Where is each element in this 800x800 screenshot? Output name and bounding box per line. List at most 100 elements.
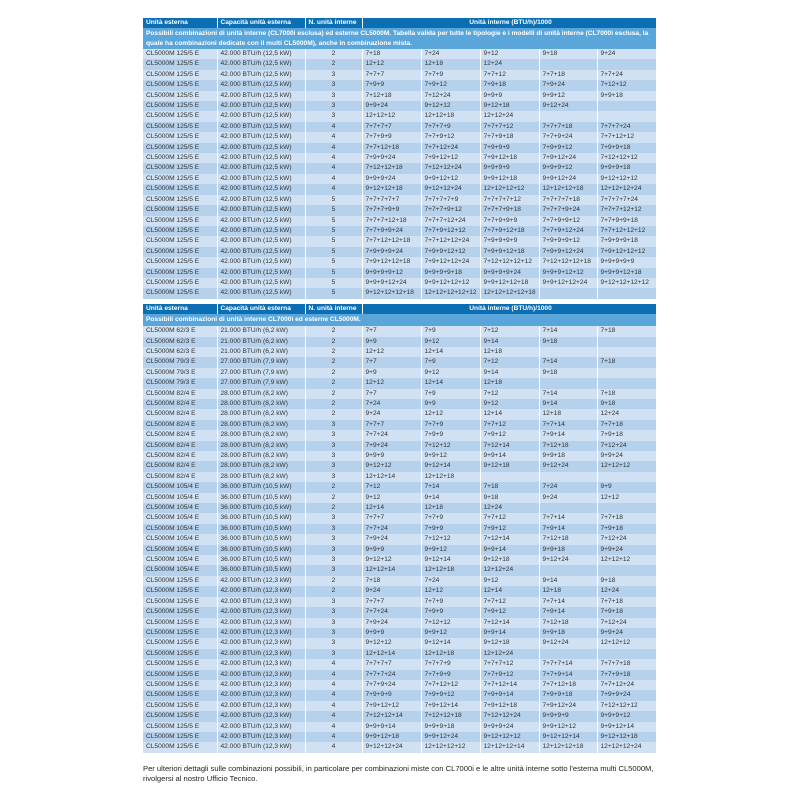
table-row: CL5000M 62/3 E 21.000 BTU/h (6,2 kW) 2 12+1… — [143, 346, 657, 358]
combination-cell: 7+7+9+12+24 — [539, 225, 598, 237]
combination-cell: 12+12 — [421, 586, 481, 597]
combination-cell: 7+7+12 — [480, 69, 540, 81]
combination-cell: 7+9 — [421, 388, 481, 399]
combination-cell: 12+12 — [362, 59, 422, 70]
combination-cell: 7+7+12+12+12 — [597, 225, 657, 237]
indoor-count-cell: 2 — [305, 575, 363, 587]
outdoor-unit-cell: CL5000M 62/3 E — [143, 326, 218, 337]
combination-cell: 7+9+9+9+24 — [362, 246, 422, 258]
combination-cell: 7+9+12+24 — [539, 153, 598, 164]
combination-cell: 12+18 — [539, 409, 598, 420]
combination-cell: 9+12+24 — [539, 101, 598, 112]
combination-cell: 9+9+9+9+18 — [421, 267, 481, 278]
combination-cell: 7+9+9 — [421, 523, 481, 535]
combination-cell: 7+9+9+9+9 — [480, 236, 540, 247]
outdoor-unit-cell: CL5000M 82/4 E — [143, 461, 218, 472]
combination-cell: 12+14 — [421, 346, 481, 358]
outdoor-unit-cell: CL5000M 62/3 E — [143, 336, 218, 347]
indoor-count-cell: 4 — [305, 731, 363, 743]
combination-cell: 9+18 — [597, 575, 657, 587]
combination-cell — [597, 59, 657, 70]
capacity-cell: 42.000 BTU/h (12,3 kW) — [217, 690, 306, 701]
outdoor-unit-cell: CL5000M 105/4 E — [143, 523, 218, 535]
combination-cell: 7+9+9+14 — [480, 690, 540, 701]
combination-cell: 7+7+7 — [362, 69, 422, 81]
combination-cell: 9+9+9+24 — [362, 173, 422, 185]
capacity-cell: 27.000 BTU/h (7,9 kW) — [217, 357, 306, 368]
combination-cell: 9+9+12+14 — [597, 721, 657, 732]
indoor-count-cell: 2 — [305, 367, 363, 379]
table-row: CL5000M 125/5 E 42.000 BTU/h (12,3 kW) 2 9+… — [143, 586, 657, 597]
combination-cell: 7+9+9 — [421, 607, 481, 618]
combination-cell: 7+12+12+24 — [421, 163, 481, 174]
combination-cell: 7+24 — [539, 482, 598, 493]
indoor-count-cell: 5 — [305, 257, 363, 268]
combination-cell: 9+12+12 — [362, 461, 422, 472]
table-row: CL5000M 125/5 E 42.000 BTU/h (12,3 kW) 3 7+… — [143, 596, 657, 608]
outdoor-unit-cell: CL5000M 125/5 E — [143, 205, 218, 216]
capacity-cell: 42.000 BTU/h (12,3 kW) — [217, 679, 306, 691]
combination-cell: 12+12+12 — [362, 111, 422, 122]
combination-cell: 7+9+12+12+18 — [362, 257, 422, 268]
combination-cell: 7+14 — [539, 388, 598, 399]
combination-cell — [597, 346, 657, 358]
combination-cell: 7+7+9+9+12 — [539, 215, 598, 226]
combination-cell: 9+14 — [421, 492, 481, 504]
table-row: CL5000M 125/5 E 42.000 BTU/h (12,3 kW) 4 7+… — [143, 690, 657, 701]
indoor-count-cell: 3 — [305, 430, 363, 441]
combination-cell: 9+9+14 — [480, 627, 540, 639]
table-row: CL5000M 125/5 E 42.000 BTU/h (12,5 kW) 5 7+… — [143, 257, 657, 268]
table-row: CL5000M 105/4 E 36.000 BTU/h (10,5 kW) 3 7+… — [143, 523, 657, 535]
outdoor-unit-cell: CL5000M 82/4 E — [143, 409, 218, 420]
indoor-count-cell: 2 — [305, 378, 363, 389]
combination-cell: 7+7+9+14 — [539, 669, 598, 680]
indoor-count-cell: 2 — [305, 398, 363, 410]
combination-cell: 7+7+9+18 — [480, 132, 540, 143]
table-row: CL5000M 125/5 E 42.000 BTU/h (12,5 kW) 3 7+… — [143, 69, 657, 81]
combination-cell: 7+7 — [362, 357, 422, 368]
combination-cell: 7+9+9+12+12 — [421, 246, 481, 258]
combination-cell: 12+14 — [480, 586, 540, 597]
indoor-count-cell: 5 — [305, 246, 363, 258]
outdoor-unit-cell: CL5000M 82/4 E — [143, 471, 218, 483]
combination-cell: 7+9+9 — [362, 80, 422, 91]
capacity-cell: 28.000 BTU/h (8,2 kW) — [217, 451, 306, 462]
indoor-count-cell: 2 — [305, 49, 363, 60]
table-row: CL5000M 82/4 E 28.000 BTU/h (8,2 kW) 3 7+7+… — [143, 419, 657, 431]
section-gap — [143, 298, 657, 304]
combination-cell: 7+7+12+14 — [480, 679, 540, 691]
combination-cell: 12+12+12+18 — [539, 742, 598, 753]
table-row: CL5000M 79/3 E 27.000 BTU/h (7,9 kW) 2 9+9 9… — [143, 367, 657, 379]
table-row: CL5000M 125/5 E 42.000 BTU/h (12,3 kW) 4 7+… — [143, 679, 657, 691]
combination-cell: 7+7+18 — [597, 596, 657, 608]
capacity-cell: 42.000 BTU/h (12,3 kW) — [217, 700, 306, 712]
combination-cell: 12+24 — [480, 59, 540, 70]
table-row: CL5000M 82/4 E 28.000 BTU/h (8,2 kW) 3 9+9+… — [143, 451, 657, 462]
combination-cell: 7+18 — [597, 357, 657, 368]
table-row: CL5000M 125/5 E 42.000 BTU/h (12,3 kW) 4 9+… — [143, 742, 657, 753]
combination-cell: 7+7+9+24 — [539, 132, 598, 143]
combination-cell: 9+9 — [597, 482, 657, 493]
combination-cell: 9+12+12 — [421, 101, 481, 112]
table-row: CL5000M 125/5 E 42.000 BTU/h (12,5 kW) 3 7+… — [143, 80, 657, 91]
outdoor-unit-cell: CL5000M 125/5 E — [143, 575, 218, 587]
combination-cell: 7+12 — [362, 482, 422, 493]
table-row: CL5000M 105/4 E 36.000 BTU/h (10,5 kW) 3 9+… — [143, 544, 657, 556]
capacity-cell: 42.000 BTU/h (12,3 kW) — [217, 731, 306, 743]
outdoor-unit-cell: CL5000M 125/5 E — [143, 215, 218, 226]
combination-cell: 7+9+18 — [597, 430, 657, 441]
combination-cell: 7+9+9+12 — [539, 142, 598, 154]
indoor-count-cell: 2 — [305, 388, 363, 399]
combination-cell: 7+9+9+18 — [597, 142, 657, 154]
combination-cell: 9+12 — [421, 367, 481, 379]
outdoor-unit-cell: CL5000M 82/4 E — [143, 440, 218, 452]
table-row: CL5000M 125/5 E 42.000 BTU/h (12,5 kW) 2 7+… — [143, 49, 657, 60]
combination-cell: 12+12+12+12+12 — [421, 288, 481, 299]
table-row: CL5000M 105/4 E 36.000 BTU/h (10,5 kW) 3 7+… — [143, 513, 657, 524]
indoor-count-cell: 3 — [305, 544, 363, 556]
combination-cell: 9+18 — [539, 49, 598, 60]
combination-cell: 7+7+7+7 — [362, 659, 422, 670]
header-capacity: Capacità unità esterna — [217, 18, 306, 28]
combination-cell: 7+7+7+9+9 — [362, 205, 422, 216]
capacity-cell: 42.000 BTU/h (12,5 kW) — [217, 80, 306, 91]
